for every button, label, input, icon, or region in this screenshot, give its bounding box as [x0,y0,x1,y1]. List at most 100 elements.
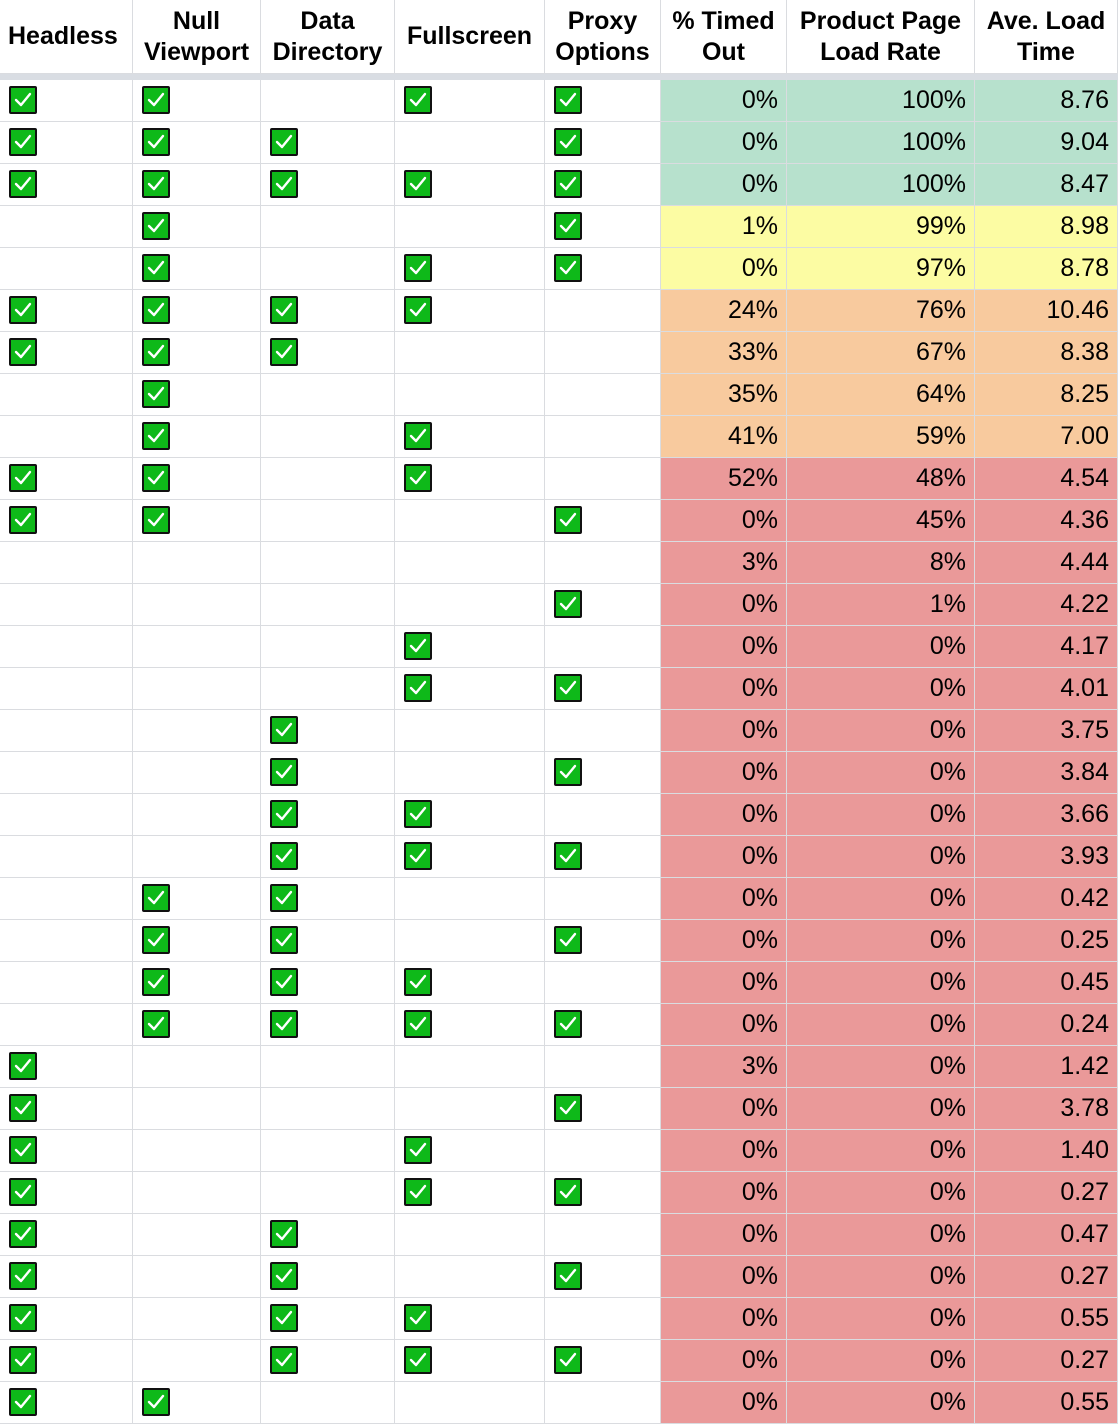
load-rate-cell[interactable]: 0% [787,752,975,794]
proxy-options-cell[interactable] [545,836,661,878]
checkbox-checked-icon[interactable] [142,883,170,912]
checkbox-checked-icon[interactable] [404,421,432,450]
headless-cell[interactable] [0,1256,133,1298]
load-time-cell[interactable]: 0.55 [975,1382,1118,1424]
fullscreen-cell[interactable] [395,248,545,290]
checkbox-checked-icon[interactable] [270,841,298,870]
checkbox-checked-icon[interactable] [270,1009,298,1038]
data-directory-cell[interactable] [261,206,395,248]
headless-cell[interactable] [0,752,133,794]
proxy-options-cell[interactable] [545,920,661,962]
checkbox-checked-icon[interactable] [404,631,432,660]
proxy-options-cell[interactable] [545,668,661,710]
checkbox-checked-icon[interactable] [404,1303,432,1332]
proxy-options-cell[interactable] [545,500,661,542]
proxy-options-cell[interactable] [545,122,661,164]
data-directory-cell[interactable] [261,1256,395,1298]
header-null-viewport[interactable]: Null Viewport [133,0,261,74]
null-viewport-cell[interactable] [133,416,261,458]
timed-out-cell[interactable]: 1% [661,206,787,248]
fullscreen-cell[interactable] [395,1172,545,1214]
fullscreen-cell[interactable] [395,1214,545,1256]
proxy-options-cell[interactable] [545,332,661,374]
load-time-cell[interactable]: 4.44 [975,542,1118,584]
checkbox-checked-icon[interactable] [9,1051,37,1080]
fullscreen-cell[interactable] [395,1340,545,1382]
data-directory-cell[interactable] [261,122,395,164]
load-time-cell[interactable]: 8.78 [975,248,1118,290]
checkbox-checked-icon[interactable] [554,1093,582,1122]
load-rate-cell[interactable]: 0% [787,962,975,1004]
null-viewport-cell[interactable] [133,920,261,962]
checkbox-checked-icon[interactable] [142,463,170,492]
load-rate-cell[interactable]: 0% [787,1088,975,1130]
headless-cell[interactable] [0,1088,133,1130]
headless-cell[interactable] [0,458,133,500]
fullscreen-cell[interactable] [395,920,545,962]
fullscreen-cell[interactable] [395,290,545,332]
checkbox-checked-icon[interactable] [142,1387,170,1416]
headless-cell[interactable] [0,206,133,248]
load-time-cell[interactable]: 3.66 [975,794,1118,836]
proxy-options-cell[interactable] [545,416,661,458]
checkbox-checked-icon[interactable] [554,127,582,156]
timed-out-cell[interactable]: 24% [661,290,787,332]
checkbox-checked-icon[interactable] [270,1303,298,1332]
load-rate-cell[interactable]: 0% [787,1340,975,1382]
load-rate-cell[interactable]: 0% [787,920,975,962]
proxy-options-cell[interactable] [545,878,661,920]
timed-out-cell[interactable]: 0% [661,500,787,542]
timed-out-cell[interactable]: 0% [661,920,787,962]
headless-cell[interactable] [0,1298,133,1340]
checkbox-checked-icon[interactable] [404,799,432,828]
timed-out-cell[interactable]: 41% [661,416,787,458]
proxy-options-cell[interactable] [545,710,661,752]
checkbox-checked-icon[interactable] [554,757,582,786]
load-time-cell[interactable]: 4.22 [975,584,1118,626]
data-directory-cell[interactable] [261,542,395,584]
headless-cell[interactable] [0,584,133,626]
timed-out-cell[interactable]: 0% [661,1382,787,1424]
timed-out-cell[interactable]: 0% [661,878,787,920]
timed-out-cell[interactable]: 0% [661,752,787,794]
fullscreen-cell[interactable] [395,836,545,878]
timed-out-cell[interactable]: 0% [661,1214,787,1256]
fullscreen-cell[interactable] [395,500,545,542]
null-viewport-cell[interactable] [133,1130,261,1172]
data-directory-cell[interactable] [261,920,395,962]
null-viewport-cell[interactable] [133,794,261,836]
fullscreen-cell[interactable] [395,752,545,794]
data-directory-cell[interactable] [261,668,395,710]
fullscreen-cell[interactable] [395,962,545,1004]
null-viewport-cell[interactable] [133,122,261,164]
load-time-cell[interactable]: 4.54 [975,458,1118,500]
fullscreen-cell[interactable] [395,1256,545,1298]
checkbox-checked-icon[interactable] [270,883,298,912]
headless-cell[interactable] [0,1214,133,1256]
checkbox-checked-icon[interactable] [554,1345,582,1374]
headless-cell[interactable] [0,374,133,416]
load-time-cell[interactable]: 7.00 [975,416,1118,458]
load-time-cell[interactable]: 3.78 [975,1088,1118,1130]
data-directory-cell[interactable] [261,1298,395,1340]
fullscreen-cell[interactable] [395,1088,545,1130]
checkbox-checked-icon[interactable] [554,925,582,954]
proxy-options-cell[interactable] [545,1046,661,1088]
data-directory-cell[interactable] [261,290,395,332]
data-directory-cell[interactable] [261,416,395,458]
checkbox-checked-icon[interactable] [142,211,170,240]
checkbox-checked-icon[interactable] [404,253,432,282]
data-directory-cell[interactable] [261,1382,395,1424]
load-time-cell[interactable]: 0.45 [975,962,1118,1004]
load-time-cell[interactable]: 0.27 [975,1256,1118,1298]
timed-out-cell[interactable]: 35% [661,374,787,416]
fullscreen-cell[interactable] [395,542,545,584]
checkbox-checked-icon[interactable] [554,253,582,282]
checkbox-checked-icon[interactable] [270,1345,298,1374]
header-timed-out[interactable]: % Timed Out [661,0,787,74]
load-rate-cell[interactable]: 0% [787,794,975,836]
timed-out-cell[interactable]: 0% [661,626,787,668]
checkbox-checked-icon[interactable] [270,1219,298,1248]
data-directory-cell[interactable] [261,164,395,206]
null-viewport-cell[interactable] [133,500,261,542]
